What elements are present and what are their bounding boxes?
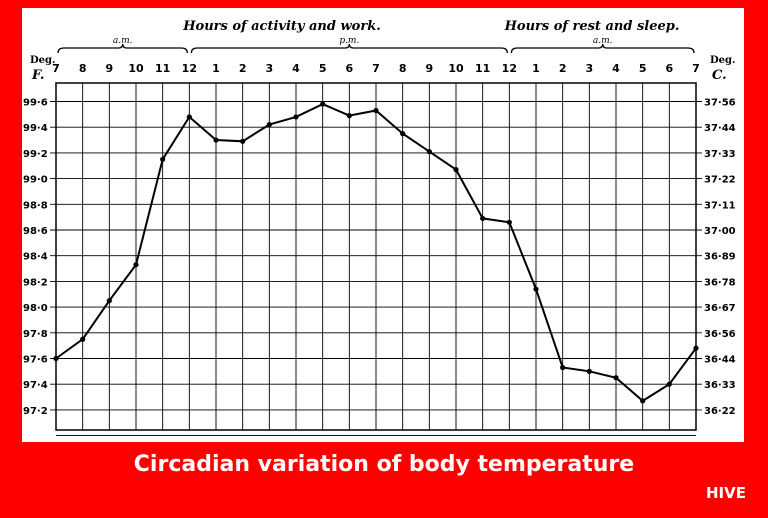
right-y-tick-label: 37·33 [704,149,736,160]
right-y-tick-label: 36·78 [704,277,736,288]
x-tick-label: 8 [399,62,407,75]
x-tick-label: 5 [639,62,647,75]
left-unit-top: Deg. [30,55,56,66]
x-tick-label: 3 [586,62,594,75]
header-activity: Hours of activity and work. [182,19,380,34]
x-tick-label: 12 [502,62,517,75]
x-tick-label: 1 [532,62,540,75]
data-point [213,137,219,143]
caption: Circadian variation of body temperature [133,452,635,477]
x-tick-label: 8 [79,62,87,75]
chart-grid [50,82,702,437]
data-point [693,345,699,351]
data-point [240,138,246,144]
data-point [266,122,272,128]
data-point [53,355,59,362]
x-tick-label: 11 [155,62,170,75]
x-tick-label: 7 [372,62,380,75]
period-label: p.m. [339,36,359,46]
left-y-tick-label: 99·4 [23,123,48,134]
data-point [480,215,486,222]
x-tick-label: 12 [182,62,197,75]
x-tick-label: 6 [666,62,674,75]
left-y-tick-label: 98·8 [23,200,48,211]
right-y-tick-label: 36·89 [704,252,736,263]
left-unit-bottom: F. [31,68,44,83]
left-y-tick-label: 97·2 [23,406,48,417]
x-tick-label: 1 [212,62,220,75]
left-y-tick-label: 99·6 [23,98,48,109]
x-tick-label: 6 [346,62,354,75]
data-point [80,336,86,342]
data-point [346,113,352,119]
x-tick-label: 7 [692,62,700,75]
right-y-tick-label: 36·56 [704,329,736,340]
x-tick-label: 2 [239,62,247,75]
period-bracket [510,43,695,54]
data-point [373,107,379,114]
period-bracket [57,43,188,54]
x-tick-label: 4 [292,62,300,75]
x-tick-label: 9 [426,62,434,75]
right-y-tick-label: 37·56 [704,98,736,109]
right-y-tick-label: 37·44 [704,123,736,134]
chart-panel: a.m. p.m. a.m. Hours of activity and work.… [22,8,744,442]
x-tick-labels: 7 8 9 10 11 12 1 2 3 4 5 6 7 8 9 10 11 12 1 2 3 4 5 6 7 [52,62,700,75]
data-point [453,167,459,173]
right-y-tick-label: 36·67 [704,303,736,314]
left-y-tick-labels: 99·6 99·4 99·2 99·0 98·8 98·6 98·4 98·2 98·0 97·8… [23,98,48,417]
x-tick-label: 3 [266,62,274,75]
data-point [533,286,539,292]
left-y-tick-label: 98·2 [23,277,48,288]
x-tick-label: 7 [52,62,60,75]
right-unit-top: Deg. [710,55,736,66]
data-point [560,364,566,371]
right-y-tick-label: 36·33 [704,380,736,391]
left-y-tick-label: 97·6 [23,355,48,366]
right-y-tick-label: 37·00 [704,226,736,237]
temperature-chart: a.m. p.m. a.m. Hours of activity and work.… [23,19,736,437]
data-point [613,375,619,381]
left-y-tick-label: 99·2 [23,149,48,160]
data-point [586,368,592,374]
data-point [320,101,326,107]
x-tick-label: 10 [448,62,464,75]
x-tick-label: 9 [106,62,114,75]
period-brackets: a.m. p.m. a.m. [57,36,695,54]
right-y-tick-label: 37·11 [704,200,736,211]
left-y-tick-label: 98·4 [23,252,48,263]
data-point [186,114,192,120]
right-unit-bottom: C. [712,68,727,83]
data-point [133,262,139,268]
period-bracket [190,43,508,54]
left-y-tick-label: 97·8 [23,329,48,340]
data-point [106,298,112,304]
left-y-tick-label: 99·0 [23,175,48,186]
right-y-tick-labels: 37·56 37·44 37·33 37·22 37·11 37·00 36·89 36·78… [704,98,736,417]
right-y-tick-label: 37·22 [704,175,736,186]
data-point [506,219,512,225]
x-tick-label: 5 [319,62,327,75]
left-y-tick-label: 97·4 [23,380,48,391]
data-point [640,398,646,404]
period-label: a.m. [113,36,133,46]
data-point [400,131,406,137]
temperature-series [53,101,699,404]
x-tick-label: 2 [559,62,567,75]
data-point [293,114,299,120]
period-label: a.m. [593,36,613,46]
data-point [426,149,432,155]
left-y-tick-label: 98·0 [23,303,48,314]
x-tick-label: 11 [475,62,490,75]
brand-label: HIVE [706,484,746,502]
x-tick-label: 10 [128,62,144,75]
x-tick-label: 4 [612,62,620,75]
right-y-tick-label: 36·22 [704,406,736,417]
data-point [666,381,672,387]
header-rest: Hours of rest and sleep. [504,19,680,34]
data-point [160,156,166,162]
left-y-tick-label: 98·6 [23,226,48,237]
right-y-tick-label: 36·44 [704,355,736,366]
